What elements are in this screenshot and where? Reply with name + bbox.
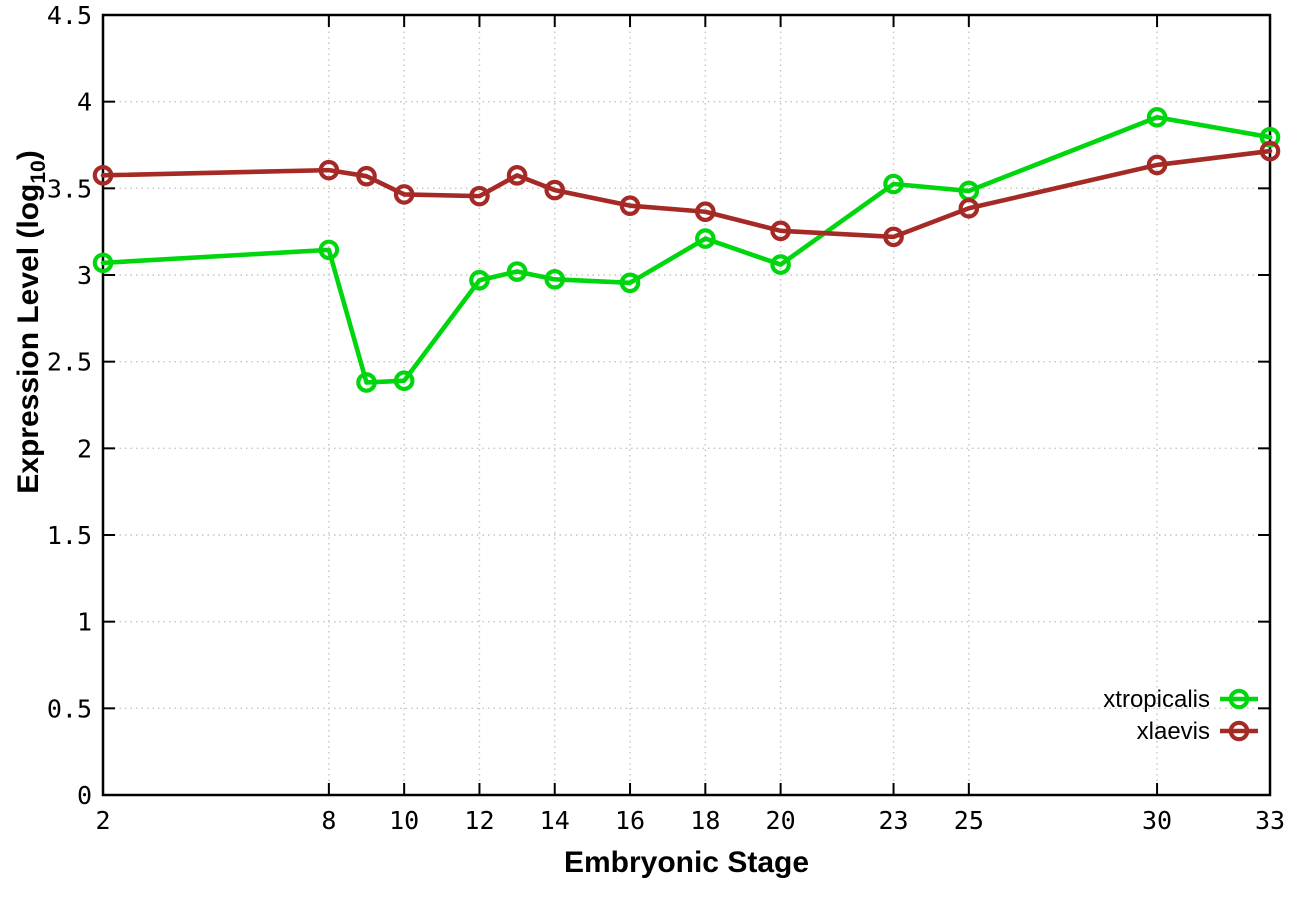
x-tick-label: 33 — [1255, 806, 1285, 835]
y-tick-label: 1 — [77, 608, 92, 637]
point-xtropicalis-20 — [770, 254, 791, 275]
x-tick-label: 25 — [954, 806, 984, 835]
y-axis-title: Expression Level (log10) — [12, 150, 50, 493]
point-xlaevis-23 — [883, 226, 904, 248]
x-tick-label: 20 — [766, 806, 796, 835]
point-xlaevis-12 — [469, 185, 490, 207]
point-xtropicalis-8 — [318, 239, 340, 261]
y-axis-title-main: Expression Level (log — [12, 184, 45, 494]
point-xtropicalis-30 — [1146, 106, 1168, 128]
legend-item-xlaevis: xlaevis — [1137, 718, 1258, 745]
x-tick-label: 23 — [878, 806, 908, 835]
x-tick-label: 12 — [464, 806, 494, 835]
y-tick-label: 3 — [77, 261, 92, 290]
legend: xtropicalis xlaevis — [1103, 686, 1258, 745]
x-tick-label: 18 — [690, 806, 720, 835]
x-tick-label: 30 — [1142, 806, 1172, 835]
point-xtropicalis-18 — [695, 228, 716, 249]
x-axis-title: Embryonic Stage — [564, 846, 809, 879]
point-xlaevis-30 — [1146, 154, 1168, 176]
point-xtropicalis-16 — [619, 272, 641, 294]
y-tick-label: 4 — [77, 88, 92, 117]
legend-label: xtropicalis — [1103, 686, 1210, 713]
legend-label: xlaevis — [1137, 718, 1210, 745]
x-tick-label: 16 — [615, 806, 645, 835]
point-xtropicalis-12 — [469, 269, 490, 291]
x-tick-label: 8 — [321, 806, 336, 835]
point-xlaevis-13 — [506, 165, 528, 186]
y-tick-labels: 0 0.5 1 1.5 2 2.5 3 3.5 4 4.5 — [47, 1, 92, 810]
point-xlaevis-25 — [958, 197, 980, 219]
x-tick-label: 14 — [540, 806, 570, 835]
point-xtropicalis-33 — [1259, 126, 1281, 148]
point-xtropicalis-9 — [356, 372, 377, 393]
point-xlaevis-9 — [356, 165, 377, 187]
point-xtropicalis-2 — [92, 252, 114, 274]
y-tick-label: 3.5 — [47, 174, 92, 203]
point-xlaevis-33 — [1259, 140, 1281, 162]
point-xlaevis-2 — [92, 165, 114, 186]
x-tick-label: 10 — [389, 806, 419, 835]
point-xtropicalis-10 — [393, 370, 415, 392]
point-xtropicalis-13 — [506, 261, 528, 282]
x-tick-labels: 2 8 10 12 14 16 18 20 23 25 30 33 — [95, 806, 1285, 835]
y-tick-label: 4.5 — [47, 1, 92, 30]
point-xtropicalis-14 — [544, 269, 566, 290]
y-tick-label: 1.5 — [47, 521, 92, 550]
point-xlaevis-14 — [544, 179, 566, 201]
gridlines — [103, 15, 1270, 795]
point-xlaevis-10 — [393, 184, 415, 205]
series-xlaevis — [92, 140, 1281, 248]
point-xtropicalis-23 — [883, 173, 904, 195]
point-xlaevis-8 — [318, 159, 340, 181]
legend-marker-icon — [1228, 720, 1250, 742]
y-tick-label: 0 — [77, 781, 92, 810]
legend-marker-icon — [1228, 688, 1250, 710]
point-xlaevis-16 — [619, 195, 641, 216]
y-axis-title-suffix: ) — [12, 150, 45, 160]
tick-marks — [102, 14, 1271, 796]
point-xlaevis-18 — [695, 201, 716, 223]
plot-border — [101, 13, 1272, 797]
point-xlaevis-20 — [770, 220, 791, 242]
legend-item-xtropicalis: xtropicalis — [1103, 686, 1258, 713]
y-tick-label: 0.5 — [47, 694, 92, 723]
y-tick-label: 2.5 — [47, 348, 92, 377]
y-tick-label: 2 — [77, 434, 92, 463]
x-tick-label: 2 — [95, 806, 110, 835]
y-axis-title-subscript: 10 — [27, 160, 50, 183]
